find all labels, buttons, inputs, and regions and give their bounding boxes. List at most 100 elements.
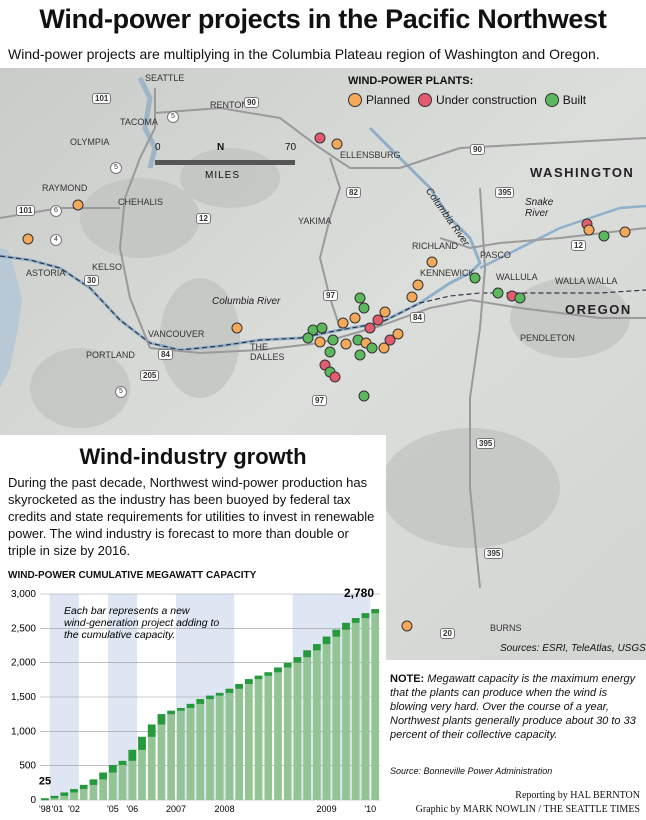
x-tick-label: 2009 <box>317 804 337 814</box>
bar-increment <box>196 699 205 704</box>
note-panel <box>386 660 646 790</box>
bar <box>293 657 302 800</box>
bar <box>196 699 205 800</box>
plant-marker <box>392 328 404 340</box>
bar-increment <box>283 662 292 668</box>
scale-zero: 0 <box>155 142 161 153</box>
growth-title: Wind-industry growth <box>79 444 307 469</box>
city-label: THE DALLES <box>250 342 285 362</box>
highway-shield: 6 <box>50 205 62 217</box>
bar <box>254 675 263 800</box>
highway-shield: 97 <box>312 395 327 406</box>
bar <box>128 749 137 800</box>
bar-increment <box>41 798 49 801</box>
plant-marker <box>72 199 84 211</box>
bar-increment <box>167 710 175 715</box>
plant-marker <box>401 620 413 632</box>
legend-item-planned: Planned <box>348 93 410 107</box>
bar-increment <box>351 618 360 623</box>
bar-increment <box>235 683 243 689</box>
city-label: OLYMPIA <box>70 137 110 147</box>
plant-marker <box>598 230 610 242</box>
plant-marker <box>364 322 376 334</box>
legend-item-built: Built <box>544 93 586 107</box>
state-label-washington: WASHINGTON <box>530 165 635 180</box>
y-tick-label: 1,500 <box>11 692 36 703</box>
bar <box>235 683 243 800</box>
city-label: PORTLAND <box>86 350 135 360</box>
plant-marker <box>514 292 526 304</box>
plant-marker <box>231 322 243 334</box>
highway-shield: 101 <box>92 93 112 104</box>
river-label: Columbia River <box>212 296 281 307</box>
page-title: Wind-power projects in the Pacific North… <box>39 4 607 34</box>
highway-shield: 84 <box>158 349 173 360</box>
legend-label: Planned <box>366 93 411 107</box>
plant-marker <box>354 349 366 361</box>
bar-increment <box>215 692 224 696</box>
y-tick-label: 2,500 <box>11 623 36 634</box>
plant-marker <box>358 302 370 314</box>
city-label: WALLA WALLA <box>555 276 618 286</box>
bar-increment <box>293 657 302 663</box>
highway-shield: 4 <box>50 234 62 246</box>
y-tick-label: 2,000 <box>11 658 36 669</box>
bar <box>157 714 166 800</box>
north-arrow-icon: N <box>217 142 225 153</box>
plant-marker <box>329 371 341 383</box>
city-label: KENNEWICK <box>420 268 475 278</box>
x-tick-label: '98 <box>39 804 51 814</box>
plant-marker <box>366 342 378 354</box>
plant-marker <box>349 312 361 324</box>
bar-increment <box>70 789 78 793</box>
plant-marker <box>316 322 328 334</box>
bar <box>60 792 69 800</box>
plant-marker <box>327 334 339 346</box>
x-tick-label: '02 <box>68 804 80 814</box>
bar-increment <box>274 667 282 673</box>
chart-annotation: Each bar represents a new <box>64 605 191 617</box>
plant-marker <box>378 342 390 354</box>
plant-marker <box>337 317 349 329</box>
bar <box>109 764 117 800</box>
bar-increment <box>254 675 263 680</box>
legend: WIND-POWER PLANTS: Planned Under constru… <box>348 75 594 107</box>
bar-increment <box>313 644 321 651</box>
bar-increment <box>128 749 137 761</box>
bar-increment <box>50 795 59 799</box>
bar <box>322 636 331 800</box>
bar-increment <box>303 650 311 658</box>
bar <box>167 710 175 800</box>
x-tick-label: '10 <box>364 804 376 814</box>
bar-increment <box>109 764 117 773</box>
city-label: PASCO <box>480 250 511 260</box>
chart-annotation: the cumulative capacity. <box>64 629 175 641</box>
note-source: Source: Bonneville Power Administration <box>390 766 553 776</box>
plant-marker <box>324 346 336 358</box>
plant-marker <box>492 287 504 299</box>
note-label: NOTE: <box>390 673 425 685</box>
x-tick-label: '06 <box>126 804 138 814</box>
legend-label: Under construction <box>436 93 537 107</box>
bar <box>283 662 292 800</box>
bar <box>313 644 321 800</box>
bar <box>361 613 370 800</box>
bar <box>245 679 253 800</box>
legend-title: WIND-POWER PLANTS: <box>348 75 474 87</box>
plant-marker <box>379 306 391 318</box>
under-construction-dot-icon <box>418 93 433 107</box>
plant-marker <box>302 332 314 344</box>
highway-shield: 12 <box>196 213 211 224</box>
bar-increment <box>99 772 107 780</box>
note-text: Megawatt capacity is the maximum energy … <box>390 673 636 741</box>
bar-increment <box>371 609 379 614</box>
plant-marker <box>619 226 631 238</box>
highway-shield: 5 <box>115 386 127 398</box>
bar-increment <box>322 636 331 645</box>
bar <box>303 650 311 800</box>
x-tick-label: '05 <box>107 804 119 814</box>
credit-reporting: Reporting by HAL BERNTON <box>515 790 640 801</box>
scale-unit: MILES <box>205 170 241 181</box>
bar-increment <box>60 792 69 796</box>
